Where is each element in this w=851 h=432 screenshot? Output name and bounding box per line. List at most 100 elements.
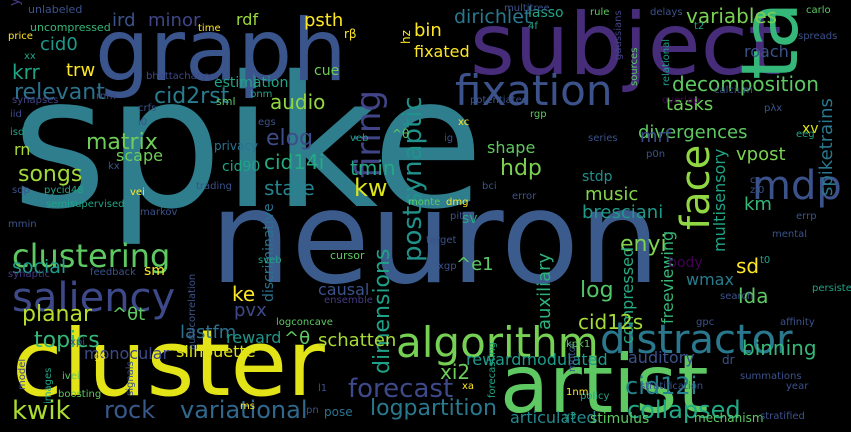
word: ird xyxy=(112,10,136,31)
word: overlap xyxy=(662,95,700,106)
word: gaussians xyxy=(613,10,624,60)
word: stimulus xyxy=(590,411,650,427)
word: cid2rst xyxy=(154,84,230,109)
word: dirichlet xyxy=(454,6,532,28)
word: search xyxy=(720,291,754,302)
word: p0n xyxy=(646,149,666,160)
word: pycid48 xyxy=(44,185,84,196)
word: spreads xyxy=(798,31,838,42)
word: 4f xyxy=(528,21,538,32)
word: tmin xyxy=(350,156,396,180)
word: songs xyxy=(18,162,83,187)
word: isd xyxy=(10,127,25,138)
word: silhouette xyxy=(176,342,256,361)
word: fixation xyxy=(455,66,613,115)
word: sm xyxy=(144,263,165,279)
word: topics xyxy=(34,328,100,353)
word: carlo xyxy=(806,5,831,16)
word: clustering xyxy=(12,237,171,275)
word: rβ xyxy=(344,27,357,41)
word: lasso xyxy=(528,5,564,21)
word: ^θ xyxy=(284,328,311,349)
word: ms xyxy=(240,401,255,412)
word: summations xyxy=(740,371,802,382)
word: sd xyxy=(736,254,760,278)
word: relevant xyxy=(14,80,105,105)
word: relational xyxy=(661,38,672,86)
word: mrf xyxy=(640,126,672,147)
word: rock xyxy=(104,396,156,424)
word: graph xyxy=(95,1,347,101)
word: delays xyxy=(650,7,683,18)
word: forecasting xyxy=(487,342,498,398)
word: subject xyxy=(470,0,782,95)
word: mental xyxy=(772,229,808,240)
word: trw xyxy=(66,60,96,81)
word: enyi xyxy=(620,232,667,257)
word: variables xyxy=(686,4,778,28)
word: rn xyxy=(14,140,31,159)
word: cid14i xyxy=(264,150,325,174)
word: monocular xyxy=(84,344,170,363)
word: auditory xyxy=(628,348,695,367)
word: zi0 xyxy=(750,185,765,196)
word: multisensory xyxy=(710,148,729,252)
word: pvx xyxy=(234,300,267,321)
word: rule xyxy=(590,7,610,18)
word: algorithm xyxy=(396,318,599,367)
word: scape xyxy=(116,146,163,165)
word: lastfm xyxy=(180,322,237,343)
word: xpi xyxy=(70,337,86,348)
word: roach xyxy=(744,42,789,61)
word: bnm xyxy=(250,89,273,100)
word: cid90 xyxy=(222,159,261,175)
word: dimensions xyxy=(370,248,395,374)
word: pλx xyxy=(764,103,783,114)
word: sml xyxy=(216,95,236,108)
word: ivei xyxy=(62,371,80,382)
word: mmin xyxy=(8,219,37,230)
word: log xyxy=(580,278,614,303)
word: social xyxy=(12,256,67,278)
word: schatten xyxy=(318,330,397,351)
word: vpost xyxy=(736,144,786,165)
word: km xyxy=(744,194,772,215)
word: sdp xyxy=(12,185,30,196)
word: xv xyxy=(802,121,819,137)
word: kx xyxy=(108,161,120,172)
word: lda xyxy=(738,284,769,308)
word: minor xyxy=(148,10,201,31)
word: estimation xyxy=(214,75,289,91)
word: time xyxy=(198,23,221,34)
word: sources xyxy=(629,47,640,86)
word: decomposition xyxy=(672,72,819,96)
word: privacy xyxy=(214,139,259,153)
word: markov xyxy=(140,207,178,218)
word: xa xyxy=(462,381,475,392)
word: price xyxy=(8,31,33,42)
word: logconcave xyxy=(276,317,333,328)
word: ig xyxy=(444,133,454,144)
word: artist xyxy=(500,338,709,431)
word: t0 xyxy=(760,255,771,266)
word: affinity xyxy=(780,317,815,328)
word: cid0 xyxy=(40,34,78,55)
word: xi2 xyxy=(440,360,471,384)
word: l1 xyxy=(318,383,328,394)
word: articulated xyxy=(510,408,597,427)
word: cid12i xyxy=(625,372,698,400)
word: divergences xyxy=(638,122,748,143)
word: potentiated xyxy=(470,95,529,106)
word: xx xyxy=(24,51,36,62)
word: auxiliary xyxy=(534,252,555,330)
word: variational xyxy=(180,396,308,424)
word: i0 xyxy=(138,117,148,128)
word: dr xyxy=(722,353,735,367)
word: boosting xyxy=(58,389,102,400)
word: pn xyxy=(306,405,319,416)
word: mechanism xyxy=(694,411,764,425)
word: spike xyxy=(12,37,484,249)
word: ^θ xyxy=(392,127,410,141)
word: reward xyxy=(226,328,282,347)
word: causal xyxy=(318,280,370,299)
